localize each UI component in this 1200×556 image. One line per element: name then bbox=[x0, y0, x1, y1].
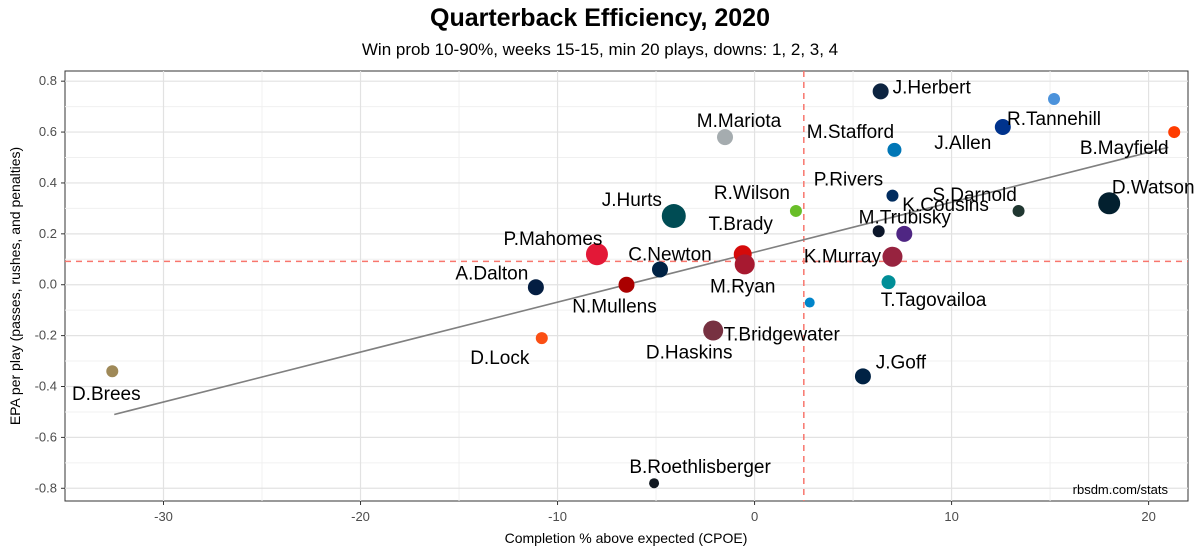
reference-lines bbox=[65, 71, 1188, 501]
point-r-tannehill bbox=[1048, 92, 1061, 105]
grid-lines bbox=[65, 71, 1188, 501]
x-tick-label: 20 bbox=[1141, 509, 1155, 524]
point-d-watson bbox=[1098, 192, 1121, 215]
label-b-roethlisberger: B.Roethlisberger bbox=[629, 457, 771, 478]
point-j-hurts bbox=[661, 204, 686, 229]
label-r-wilson: R.Wilson bbox=[714, 183, 790, 204]
y-tick-label: 0.6 bbox=[39, 124, 57, 139]
label-n-mullens: N.Mullens bbox=[572, 297, 656, 318]
y-tick-label: -0.8 bbox=[35, 480, 57, 495]
x-tick-label: -30 bbox=[154, 509, 173, 524]
label-t-brady: T.Brady bbox=[709, 214, 774, 235]
x-tick-label: -20 bbox=[351, 509, 370, 524]
point-m-stafford bbox=[887, 142, 902, 157]
label-j-herbert: J.Herbert bbox=[893, 77, 972, 98]
y-tick-label: -0.2 bbox=[35, 328, 57, 343]
chart-title: Quarterback Efficiency, 2020 bbox=[430, 4, 770, 32]
label-m-trubisky: M.Trubisky bbox=[859, 207, 952, 228]
point-c-newton bbox=[651, 261, 668, 278]
label-j-goff: J.Goff bbox=[876, 352, 927, 373]
label-k-murray: K.Murray bbox=[804, 247, 882, 268]
point-j-herbert bbox=[872, 83, 889, 100]
point-s-darnold bbox=[1012, 204, 1025, 217]
label-m-mariota: M.Mariota bbox=[697, 111, 782, 132]
label-p-mahomes: P.Mahomes bbox=[503, 229, 602, 250]
point-m-mariota bbox=[717, 129, 734, 146]
label-d-lock: D.Lock bbox=[470, 348, 530, 369]
y-axis-ticks: -0.8 -0.6 -0.4 -0.2 0.0 0.2 0.4 0.6 0.8 bbox=[35, 73, 65, 495]
y-tick-label: 0.4 bbox=[39, 175, 57, 190]
point-a-dalton bbox=[527, 279, 544, 296]
label-p-rivers: P.Rivers bbox=[814, 170, 883, 191]
y-tick-label: -0.4 bbox=[35, 379, 57, 394]
label-m-ryan: M.Ryan bbox=[710, 276, 775, 297]
trend-line-group bbox=[114, 146, 1169, 416]
label-d-watson: D.Watson bbox=[1112, 177, 1195, 198]
point-p-rivers bbox=[886, 189, 899, 202]
label-d-brees: D.Brees bbox=[72, 384, 141, 405]
label-j-allen: J.Allen bbox=[934, 133, 991, 154]
data-points bbox=[106, 83, 1181, 489]
label-b-mayfield: B.Mayfield bbox=[1080, 138, 1169, 159]
y-tick-label: -0.6 bbox=[35, 429, 57, 444]
point-k-murray bbox=[882, 246, 903, 267]
x-axis-ticks: -30 -20 -10 0 10 20 bbox=[154, 501, 1156, 524]
point-d-lock bbox=[535, 332, 548, 345]
point-b-roethlisberger bbox=[649, 478, 660, 489]
label-c-newton: C.Newton bbox=[628, 244, 711, 265]
y-tick-label: 0.8 bbox=[39, 73, 57, 88]
x-tick-label: -10 bbox=[548, 509, 567, 524]
trend-line bbox=[114, 146, 1169, 416]
label-s-darnold: S.Darnold bbox=[932, 185, 1017, 206]
point-d-haskins bbox=[703, 320, 724, 341]
label-a-dalton: A.Dalton bbox=[455, 263, 528, 284]
y-tick-label: 0.0 bbox=[39, 277, 57, 292]
point-d-brees bbox=[106, 365, 119, 378]
label-t-bridgewater: T.Bridgewater bbox=[724, 325, 841, 346]
point-m-ryan bbox=[734, 254, 755, 275]
label-r-tannehill: R.Tannehill bbox=[1007, 109, 1101, 130]
label-d-haskins: D.Haskins bbox=[646, 343, 733, 364]
label-k-cousins: K.Cousins bbox=[902, 195, 989, 216]
point-j-goff bbox=[854, 368, 871, 385]
chart-subtitle: Win prob 10-90%, weeks 15-15, min 20 pla… bbox=[361, 40, 839, 59]
point-m-trubisky bbox=[872, 225, 885, 238]
point-t-tagovailoa bbox=[881, 275, 896, 290]
y-axis-title: EPA per play (passes, rushes, and penalt… bbox=[7, 147, 23, 425]
y-tick-label: 0.2 bbox=[39, 226, 57, 241]
caption: rbsdm.com/stats bbox=[1073, 482, 1169, 497]
point-t-bridgewater bbox=[804, 297, 815, 308]
label-j-hurts: J.Hurts bbox=[602, 190, 662, 211]
label-t-tagovailoa: T.Tagovailoa bbox=[881, 290, 987, 311]
point-j-allen bbox=[994, 118, 1011, 135]
x-tick-label: 10 bbox=[944, 509, 958, 524]
point-labels: J.Herbert R.Tannehill B.Mayfield M.Mariota J… bbox=[72, 77, 1195, 478]
point-k-cousins bbox=[896, 225, 913, 242]
point-p-mahomes bbox=[585, 243, 608, 266]
point-r-wilson bbox=[789, 204, 802, 217]
x-tick-label: 0 bbox=[751, 509, 758, 524]
label-m-stafford: M.Stafford bbox=[807, 122, 894, 143]
point-b-mayfield bbox=[1168, 126, 1181, 139]
point-n-mullens bbox=[618, 276, 635, 293]
x-axis-title: Completion % above expected (CPOE) bbox=[505, 530, 748, 546]
